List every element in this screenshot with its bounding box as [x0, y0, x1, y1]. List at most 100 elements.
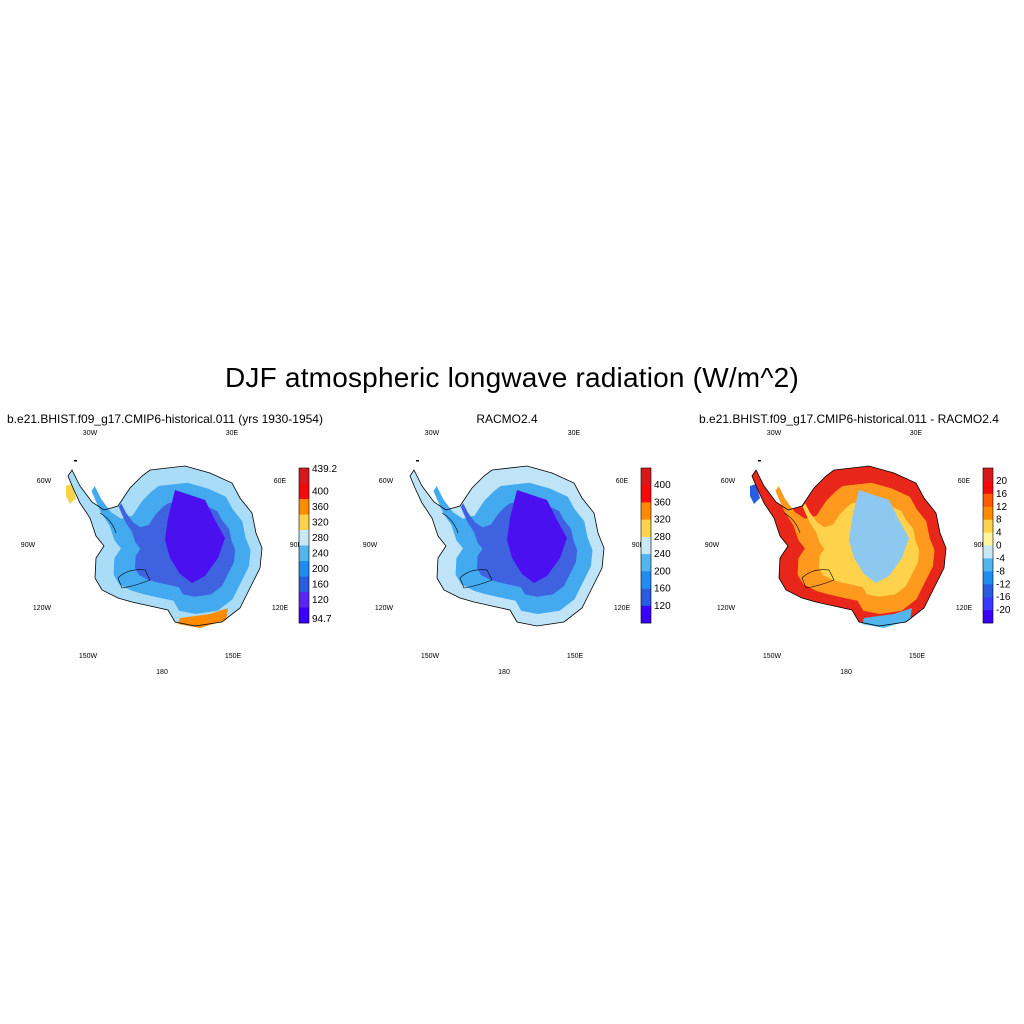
colorbar-swatch [299, 468, 309, 484]
ice-shelf-outline [117, 569, 151, 589]
colorbar-label: 200 [312, 564, 329, 575]
colorbar-label: 94.7 [312, 614, 332, 625]
meridian-label-e150: 150E [567, 653, 584, 660]
colorbar-swatch [641, 502, 651, 520]
meridian-label-w90: 90W [363, 542, 378, 549]
colorbar-swatch [299, 561, 309, 577]
meridian-label-w120: 120W [375, 605, 394, 612]
peninsula-highlight [750, 484, 760, 504]
colorbar-swatch [641, 519, 651, 538]
colorbar-label: -8 [996, 566, 1005, 577]
ice-shelf-outline [441, 512, 459, 534]
meridian-label-w90: 90W [705, 542, 720, 549]
meridian-label-e120: 120E [956, 605, 973, 612]
colorbar-swatch [983, 584, 993, 598]
panel-racmo: RACMO2.4 30W 30E 60W 60E 90W 90E 120W 120E 150W 1… [342, 408, 682, 688]
colorbar-label: 400 [312, 486, 329, 497]
ice-shelf-outline [459, 569, 493, 589]
colorbar-swatch [641, 588, 651, 607]
coastline [409, 465, 605, 627]
meridian-label-s180: 180 [840, 669, 852, 676]
meridian-label-e90: 90E [632, 542, 645, 549]
field-core [165, 490, 225, 583]
colorbar-label: 439.2 [312, 464, 337, 475]
meridian-label-w60: 60W [379, 478, 394, 485]
antarctica-map: 30W 30E 60W 60E 90W 90E 120W 120E 150W 150E 180 20 1… [705, 430, 1011, 676]
ice-shelf-outline [99, 512, 117, 534]
colorbar-label: 4 [996, 528, 1002, 539]
colorbar-swatch [641, 468, 651, 486]
panel-title: RACMO2.4 [476, 412, 538, 426]
colorbar-label: -16 [996, 592, 1011, 603]
meridian-label-e60: 60E [616, 478, 629, 485]
colorbar-label: 400 [654, 480, 671, 491]
colorbar-label: 8 [996, 515, 1002, 526]
antarctica-map: 30W 30E 60W 60E 90W 90E 120W 120E 150W 150E 180 400… [363, 430, 671, 676]
ice-shelf-outline [783, 512, 801, 534]
island-mark [758, 460, 761, 462]
colorbar-swatch [641, 554, 651, 572]
meridian-label-w120: 120W [717, 605, 736, 612]
colorbar-swatch [299, 530, 309, 546]
colorbar-swatch [299, 499, 309, 515]
colorbar-label: 20 [996, 476, 1008, 487]
colorbar-label: 200 [654, 566, 671, 577]
meridian-label-e60: 60E [958, 478, 971, 485]
colorbar-swatch [641, 605, 651, 624]
colorbar-swatch [299, 514, 309, 531]
meridian-label-e90: 90E [290, 542, 303, 549]
colorbar-swatch [299, 592, 309, 608]
meridian-label-w120: 120W [33, 605, 52, 612]
colorbar-label: 160 [312, 579, 329, 590]
colorbar-label: -4 [996, 553, 1005, 564]
colorbar-swatch [983, 610, 993, 624]
meridian-label-e150: 150E [225, 653, 242, 660]
colorbar-label: 360 [654, 497, 671, 508]
meridian-label-s180: 180 [498, 669, 510, 676]
meridian-label-e30: 30E [910, 430, 923, 437]
panel-title: b.e21.BHIST.f09_g17.CMIP6-historical.011… [699, 412, 999, 426]
colorbar-label: 120 [312, 595, 329, 606]
peninsula-highlight [66, 484, 76, 504]
colorbar-label: 240 [312, 548, 329, 559]
meridian-label-w60: 60W [37, 478, 52, 485]
panel-cesm-historical: b.e21.BHIST.f09_g17.CMIP6-historical.011… [0, 408, 340, 688]
colorbar-swatch [299, 483, 309, 500]
panel-difference: b.e21.BHIST.f09_g17.CMIP6-historical.011… [684, 408, 1024, 688]
colorbar-swatch [299, 576, 309, 593]
colorbar-label: 320 [312, 517, 329, 528]
colorbar-swatch [983, 597, 993, 611]
colorbar-label: 160 [654, 584, 671, 595]
colorbar-swatch [983, 506, 993, 520]
colorbar-swatch [641, 485, 651, 503]
colorbar-frame [640, 467, 652, 624]
colorbar-label: 240 [654, 549, 671, 560]
colorbar-swatch [983, 493, 993, 507]
colorbar-swatch [299, 607, 309, 624]
colorbar-label: 0 [996, 541, 1002, 552]
field-core [507, 490, 567, 583]
meridian-label-e90: 90E [974, 542, 987, 549]
meridian-label-w30: 30W [767, 430, 782, 437]
meridian-label-e150: 150E [909, 653, 926, 660]
meridian-label-e30: 30E [226, 430, 239, 437]
meridian-label-w30: 30W [83, 430, 98, 437]
colorbar-label: 320 [654, 515, 671, 526]
meridian-label-e120: 120E [614, 605, 631, 612]
colorbar-label: 120 [654, 601, 671, 612]
island-mark [416, 460, 419, 462]
colorbar-label: 16 [996, 489, 1008, 500]
meridian-label-e60: 60E [274, 478, 287, 485]
colorbar-swatch [983, 519, 993, 533]
colorbar-label: 360 [312, 502, 329, 513]
colorbar-swatch [983, 532, 993, 546]
colorbar-swatch [641, 536, 651, 555]
figure-title: DJF atmospheric longwave radiation (W/m^… [225, 362, 799, 393]
meridian-label-e120: 120E [272, 605, 289, 612]
colorbar-label: 280 [654, 532, 671, 543]
meridian-label-s180: 180 [156, 669, 168, 676]
colorbar-frame [298, 467, 310, 624]
meridian-label-w90: 90W [21, 542, 36, 549]
colorbar-swatch [641, 571, 651, 589]
panel-title: b.e21.BHIST.f09_g17.CMIP6-historical.011… [7, 412, 323, 426]
